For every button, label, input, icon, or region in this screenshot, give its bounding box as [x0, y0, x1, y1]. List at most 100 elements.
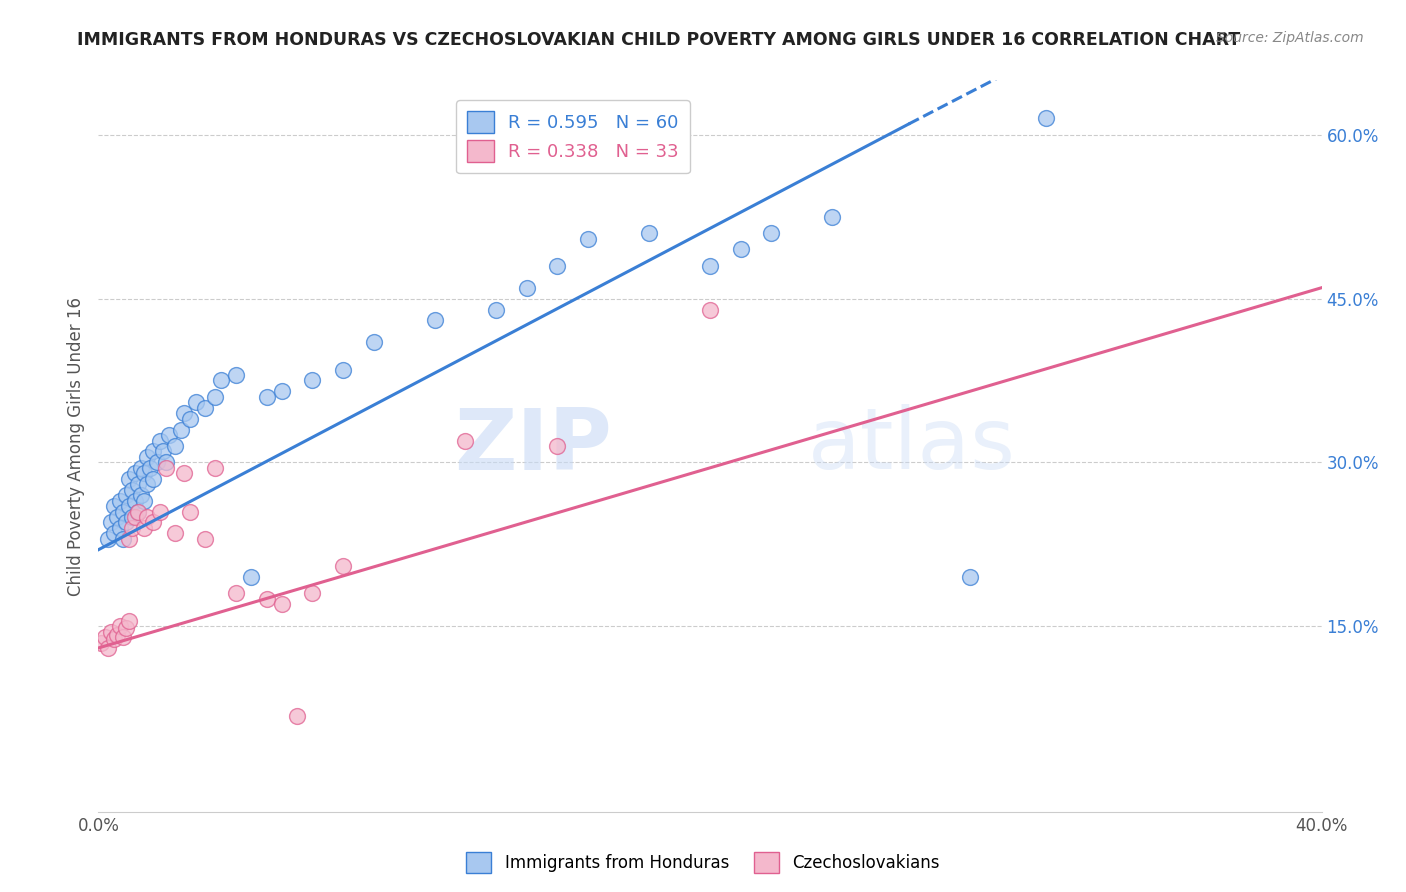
Point: [90, 635, 112, 649]
Point: [270, 597, 292, 611]
Text: ZIP: ZIP: [454, 404, 612, 488]
Point: [256, 390, 278, 404]
Point: [136, 477, 159, 491]
Point: [93, 630, 115, 644]
Point: [225, 586, 247, 600]
Point: [97, 532, 120, 546]
Point: [105, 510, 128, 524]
Point: [142, 516, 165, 530]
Point: [129, 488, 152, 502]
Point: [209, 374, 232, 388]
Legend: Immigrants from Honduras, Czechoslovakians: Immigrants from Honduras, Czechoslovakia…: [460, 846, 946, 880]
Point: [204, 390, 226, 404]
Point: [149, 434, 172, 448]
Point: [173, 467, 195, 481]
Point: [759, 226, 782, 240]
Point: [127, 504, 149, 518]
Point: [124, 467, 146, 481]
Point: [100, 516, 122, 530]
Point: [699, 302, 721, 317]
Point: [155, 460, 177, 475]
Point: [155, 455, 177, 469]
Point: [516, 281, 538, 295]
Point: [821, 210, 844, 224]
Point: [363, 335, 385, 350]
Point: [157, 428, 180, 442]
Point: [118, 532, 141, 546]
Point: [121, 521, 143, 535]
Point: [225, 368, 247, 382]
Point: [115, 621, 138, 635]
Point: [134, 493, 156, 508]
Point: [637, 226, 661, 240]
Point: [111, 532, 134, 546]
Point: [186, 395, 208, 409]
Point: [136, 450, 159, 464]
Point: [127, 477, 149, 491]
Text: Source: ZipAtlas.com: Source: ZipAtlas.com: [1216, 31, 1364, 45]
Point: [699, 259, 721, 273]
Point: [111, 630, 134, 644]
Point: [103, 526, 125, 541]
Point: [121, 510, 143, 524]
Point: [1035, 112, 1057, 126]
Point: [546, 439, 568, 453]
Point: [134, 467, 156, 481]
Point: [118, 614, 141, 628]
Point: [194, 401, 217, 415]
Point: [485, 302, 508, 317]
Point: [142, 472, 165, 486]
Point: [170, 423, 193, 437]
Point: [97, 640, 120, 655]
Point: [285, 708, 308, 723]
Point: [139, 460, 162, 475]
Point: [108, 493, 131, 508]
Point: [103, 499, 125, 513]
Point: [103, 632, 125, 647]
Point: [240, 570, 263, 584]
Legend: R = 0.595   N = 60, R = 0.338   N = 33: R = 0.595 N = 60, R = 0.338 N = 33: [456, 100, 690, 173]
Point: [134, 521, 156, 535]
Point: [332, 362, 354, 376]
Point: [124, 493, 146, 508]
Point: [129, 460, 152, 475]
Point: [270, 384, 292, 399]
Point: [152, 444, 174, 458]
Point: [179, 411, 201, 425]
Point: [204, 460, 226, 475]
Point: [576, 231, 599, 245]
Point: [332, 559, 354, 574]
Point: [301, 374, 323, 388]
Point: [108, 521, 131, 535]
Point: [301, 586, 323, 600]
Point: [124, 510, 146, 524]
Point: [179, 504, 201, 518]
Point: [118, 472, 141, 486]
Point: [142, 444, 165, 458]
Point: [145, 455, 167, 469]
Point: [118, 499, 141, 513]
Text: IMMIGRANTS FROM HONDURAS VS CZECHOSLOVAKIAN CHILD POVERTY AMONG GIRLS UNDER 16 C: IMMIGRANTS FROM HONDURAS VS CZECHOSLOVAK…: [77, 31, 1240, 49]
Text: atlas: atlas: [808, 404, 1017, 488]
Point: [194, 532, 217, 546]
Point: [105, 628, 128, 642]
Point: [730, 243, 752, 257]
Point: [121, 483, 143, 497]
Point: [163, 439, 186, 453]
Point: [173, 406, 195, 420]
Point: [546, 259, 568, 273]
Point: [136, 510, 159, 524]
Point: [959, 570, 981, 584]
Point: [423, 313, 446, 327]
Point: [108, 619, 131, 633]
Point: [115, 488, 138, 502]
Point: [163, 526, 186, 541]
Point: [256, 591, 278, 606]
Y-axis label: Child Poverty Among Girls Under 16: Child Poverty Among Girls Under 16: [66, 296, 84, 596]
Point: [100, 624, 122, 639]
Point: [454, 434, 477, 448]
Point: [111, 504, 134, 518]
Point: [127, 504, 149, 518]
Point: [149, 504, 172, 518]
Point: [115, 516, 138, 530]
